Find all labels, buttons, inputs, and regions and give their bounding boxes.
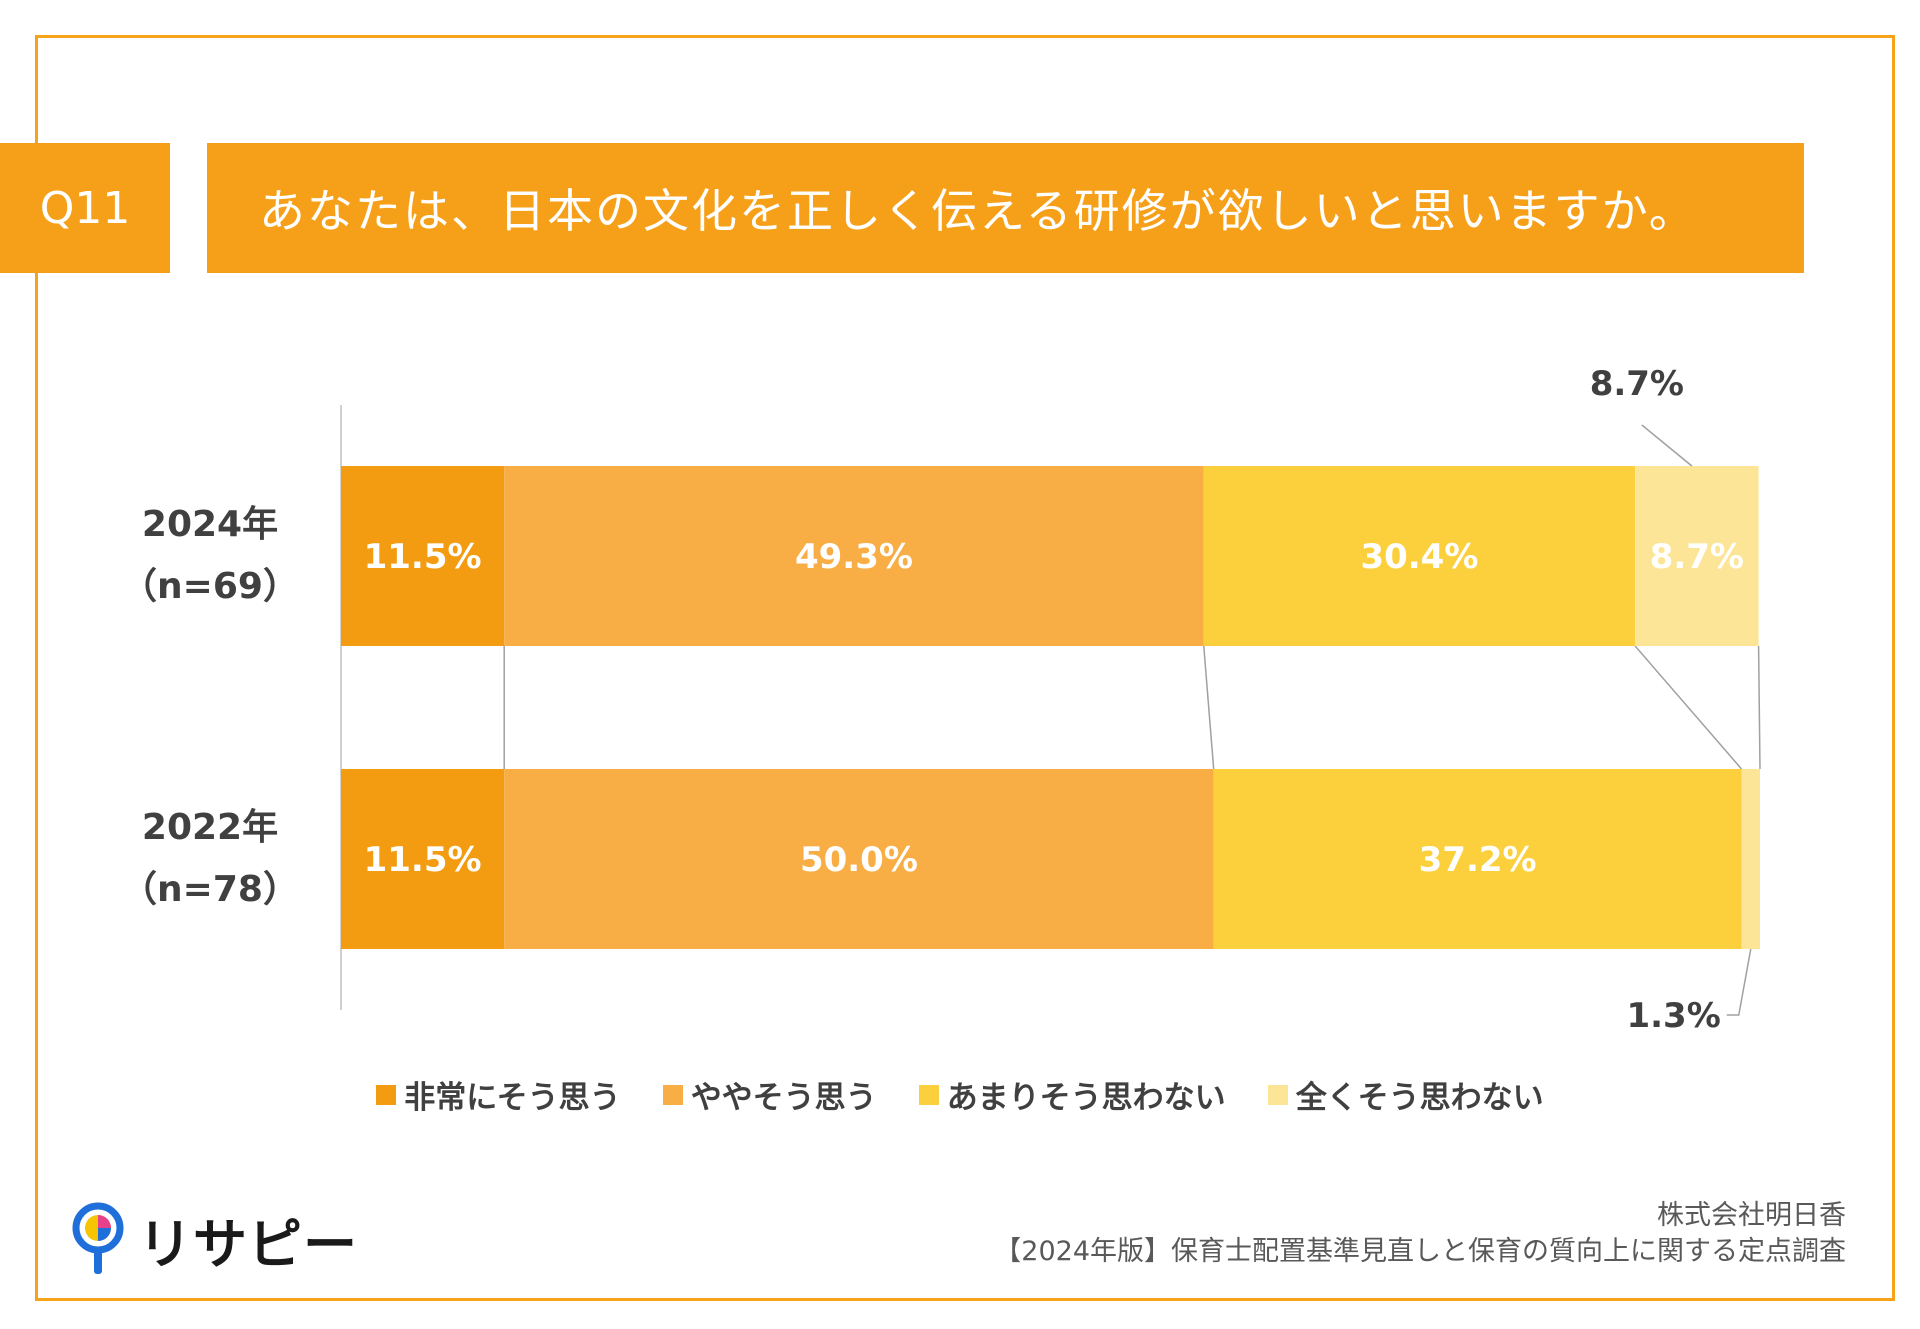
series-connector-line	[1203, 645, 1215, 770]
map-pin-icon	[72, 1202, 124, 1274]
leader-line	[1726, 948, 1752, 1016]
series-connector-line	[1757, 645, 1761, 770]
bar-segment	[341, 466, 505, 646]
question-number-badge: Q11	[0, 143, 170, 273]
category-label: （n=69）	[121, 566, 299, 607]
survey-name: 【2024年版】保育士配置基準見直しと保育の質向上に関する定点調査	[994, 1236, 1846, 1267]
legend-item: あまりそう思わない	[918, 1072, 1226, 1117]
legend-label: 全くそう思わない	[1295, 1080, 1544, 1116]
company-name: 株式会社明日香	[1657, 1200, 1846, 1231]
legend-label: 非常にそう思う	[404, 1080, 621, 1116]
data-label: 11.5%	[364, 840, 482, 880]
legend-label: ややそう思う	[690, 1080, 877, 1116]
question-title: あなたは、日本の文化を正しく伝える研修が欲しいと思いますか。	[207, 143, 1804, 273]
legend-label: あまりそう思わない	[946, 1080, 1226, 1116]
bar-segment	[504, 466, 1204, 646]
data-label: 30.4%	[1360, 537, 1478, 577]
data-label: 11.5%	[364, 537, 482, 577]
category-label: 2024年	[142, 504, 278, 545]
category-label: 2022年	[142, 807, 278, 848]
legend-swatch	[918, 1084, 939, 1105]
slide-frame	[35, 35, 1895, 1301]
data-label: 8.7%	[1650, 537, 1744, 577]
category-label: （n=78）	[121, 869, 299, 910]
brand-logo: リサピー	[70, 1200, 358, 1279]
bar-segment	[1635, 466, 1759, 646]
legend-item: 全くそう思わない	[1267, 1072, 1544, 1117]
data-label: 50.0%	[800, 840, 918, 880]
bar-segment	[1213, 769, 1742, 949]
data-label: 37.2%	[1419, 840, 1537, 880]
legend-swatch	[376, 1084, 397, 1105]
series-connector-line	[1634, 645, 1743, 770]
chart-legend: 非常にそう思う ややそう思う あまりそう思わない 全くそう思わない	[0, 1072, 1920, 1117]
bar-segment	[1741, 769, 1760, 949]
bar-segment	[1203, 466, 1636, 646]
data-label: 8.7%	[1590, 364, 1684, 404]
legend-swatch	[662, 1084, 683, 1105]
legend-item: ややそう思う	[662, 1072, 877, 1117]
bar-segment	[341, 769, 505, 949]
logo-text: リサピー	[138, 1213, 358, 1276]
data-label: 49.3%	[795, 537, 913, 577]
leader-line	[1641, 424, 1693, 467]
bar-segment	[504, 769, 1214, 949]
source-credit: 株式会社明日香 【2024年版】保育士配置基準見直しと保育の質向上に関する定点調…	[994, 1198, 1846, 1270]
legend-item: 非常にそう思う	[376, 1072, 621, 1117]
data-label: 1.3%	[1626, 996, 1720, 1036]
legend-swatch	[1267, 1084, 1288, 1105]
